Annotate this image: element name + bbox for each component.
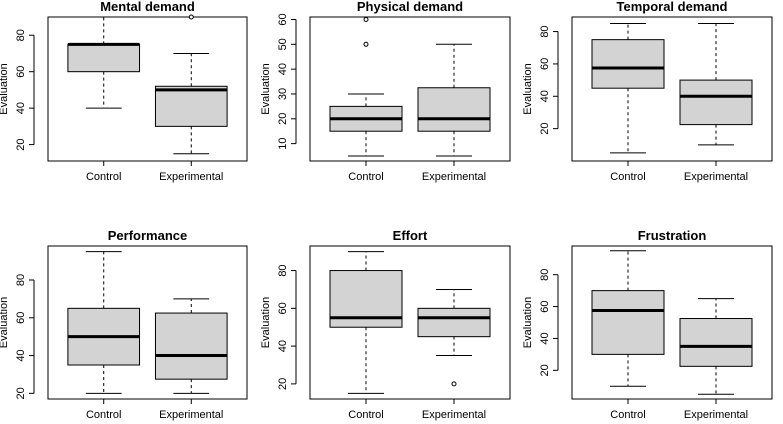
panel-1-experimental-box xyxy=(154,85,228,127)
panel-4-y-tick-label: 40 xyxy=(15,349,27,361)
panel-4-experimental-x-label: Experimental xyxy=(159,409,223,421)
panel-2-y-tick-label: 20 xyxy=(277,113,289,125)
panel-1-experimental-outlier xyxy=(188,14,194,20)
panel-3-y-tick-label: 20 xyxy=(539,123,551,135)
panel-3-experimental-box xyxy=(679,79,753,126)
panel-2-experimental-x-label: Experimental xyxy=(422,171,486,183)
panel-3-control-box xyxy=(591,39,665,89)
panel-2-y-tick-label: 10 xyxy=(277,137,289,149)
panel-4-frame xyxy=(47,245,248,400)
panel-5-experimental-x-label: Experimental xyxy=(422,409,486,421)
panel-2-control-outlier xyxy=(363,41,369,47)
panel-2-control-x-label: Control xyxy=(348,171,383,183)
panel-4-control-x-label: Control xyxy=(86,409,121,421)
panel-2-control-outlier xyxy=(363,16,369,22)
panel-2-y-tick-label: 30 xyxy=(277,88,289,100)
panel-6-y-tick-label: 60 xyxy=(539,300,551,312)
panel-3-title: Temporal demand xyxy=(616,0,727,14)
panel-2-frame xyxy=(309,16,511,162)
panel-5-y-tick-label: 20 xyxy=(277,378,289,390)
panel-1-y-tick-label: 40 xyxy=(15,102,27,114)
panel-2-y-axis-label: Evaluation xyxy=(260,63,272,114)
panel-4-y-tick-label: 60 xyxy=(15,312,27,324)
panel-6-y-tick-label: 80 xyxy=(539,269,551,281)
panel-1-control-x-label: Control xyxy=(86,171,121,183)
panel-1-y-tick-label: 20 xyxy=(15,138,27,150)
panel-3-y-axis-label: Evaluation xyxy=(522,63,534,114)
panel-6-y-tick-label: 20 xyxy=(539,364,551,376)
panel-5-y-tick-label: 80 xyxy=(277,264,289,276)
panel-5-y-tick-label: 40 xyxy=(277,340,289,352)
panel-6-control-box xyxy=(591,290,665,355)
panel-6-title: Frustration xyxy=(638,228,707,243)
panel-4-y-tick-label: 80 xyxy=(15,274,27,286)
panel-3-y-tick-label: 80 xyxy=(539,25,551,37)
panel-2-y-tick-label: 40 xyxy=(277,63,289,75)
panel-4-experimental-box xyxy=(154,312,228,380)
panel-2-title: Physical demand xyxy=(357,0,463,14)
panel-1-control-box xyxy=(67,43,141,73)
panel-6-experimental-box xyxy=(679,318,753,367)
panel-3-y-tick-label: 40 xyxy=(539,90,551,102)
panel-4-title: Performance xyxy=(108,228,187,243)
panel-1-frame xyxy=(47,16,248,162)
panel-1-y-tick-label: 60 xyxy=(15,66,27,78)
panel-1-y-axis-label: Evaluation xyxy=(0,63,10,114)
panel-5-title: Effort xyxy=(393,228,428,243)
panel-3-experimental-x-label: Experimental xyxy=(684,171,748,183)
panel-2-experimental-box xyxy=(417,87,491,132)
panel-5-y-tick-label: 60 xyxy=(277,302,289,314)
panel-6-experimental-x-label: Experimental xyxy=(684,409,748,421)
panel-5-frame xyxy=(309,245,511,400)
panel-1-experimental-x-label: Experimental xyxy=(159,171,223,183)
panel-6-control-x-label: Control xyxy=(610,409,645,421)
panel-4-y-tick-label: 20 xyxy=(15,387,27,399)
panel-6-y-axis-label: Evaluation xyxy=(522,297,534,348)
panel-5-experimental-box xyxy=(417,307,491,338)
panel-2-y-tick-label: 60 xyxy=(277,13,289,25)
panel-2-y-tick-label: 50 xyxy=(277,38,289,50)
panel-5-y-axis-label: Evaluation xyxy=(260,297,272,348)
panel-4-y-axis-label: Evaluation xyxy=(0,297,10,348)
panel-5-experimental-outlier xyxy=(451,381,457,387)
panel-3-y-tick-label: 60 xyxy=(539,58,551,70)
panel-1-y-tick-label: 80 xyxy=(15,29,27,41)
panel-6-y-tick-label: 40 xyxy=(539,332,551,344)
panel-3-frame xyxy=(571,16,773,162)
panel-6-frame xyxy=(571,245,773,400)
panel-1-title: Mental demand xyxy=(100,0,195,14)
panel-3-control-x-label: Control xyxy=(610,171,645,183)
panel-5-control-x-label: Control xyxy=(348,409,383,421)
